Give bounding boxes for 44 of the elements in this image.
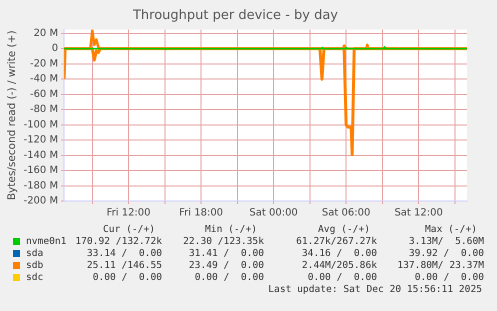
text: Max (-/+) (425, 224, 477, 235)
text: 34.16 / 0.00 (302, 248, 377, 259)
y-tick-label: 0 (52, 43, 58, 54)
text: 31.41 / 0.00 (188, 248, 264, 259)
text: 61.27k/267.27k (296, 236, 377, 247)
text: 23.49 / 0.00 (188, 260, 264, 271)
text: Avg (-/+) (318, 224, 370, 235)
legend-label: sdb (26, 260, 44, 271)
x-tick-label: Sat 00:00 (249, 208, 298, 219)
text: 0.00 / 0.00 (194, 272, 264, 283)
x-tick-label: Fri 12:00 (106, 208, 151, 219)
text: 0.00 / 0.00 (308, 272, 377, 283)
y-tick-label: -200 M (24, 196, 58, 207)
text: 25.11 /146.55 (86, 260, 162, 271)
y-tick-label: -120 M (24, 134, 58, 146)
legend-label: nvme0n1 (26, 236, 66, 247)
y-tick-label: -80 M (30, 104, 58, 116)
text: 0.00 / 0.00 (414, 272, 484, 283)
x-tick-label: Sat 12:00 (394, 208, 443, 219)
y-tick-label: -100 M (24, 119, 58, 130)
text: Min (-/+) (205, 224, 257, 235)
legend-label: sdc (26, 272, 44, 283)
text: 137.80M/ 23.37M (397, 260, 484, 271)
text: Cur (-/+) (103, 224, 155, 235)
x-tick-label: Fri 18:00 (179, 208, 224, 219)
chart-title: Throughput per device - by day (132, 8, 338, 24)
text: 0.00 / 0.00 (92, 272, 162, 283)
y-tick-label: -20 M (30, 58, 58, 70)
y-tick-label: -180 M (24, 180, 58, 192)
y-tick-label: -40 M (30, 74, 58, 85)
y-axis-title: Bytes/second read (-) / write (+) (6, 30, 18, 200)
text: 39.92 / 0.00 (408, 248, 484, 259)
x-tick-label: Sat 06:00 (322, 208, 370, 219)
text: 2.44M/205.86k (302, 260, 377, 271)
text: Last update: Sat Dec 20 15:56:11 2025 (268, 284, 482, 295)
legend-label: sda (26, 248, 44, 259)
text: 33.14 / 0.00 (86, 248, 162, 259)
y-tick-label: -140 M (24, 150, 58, 161)
text: 22.30 /123.35k (183, 236, 264, 247)
y-tick-label: -160 M (24, 165, 58, 176)
y-tick-label: 20 M (34, 28, 58, 40)
y-tick-label: -60 M (30, 88, 58, 100)
text: 170.92 /132.72k (75, 236, 162, 247)
text: 3.13M/ 5.60M (408, 236, 484, 247)
